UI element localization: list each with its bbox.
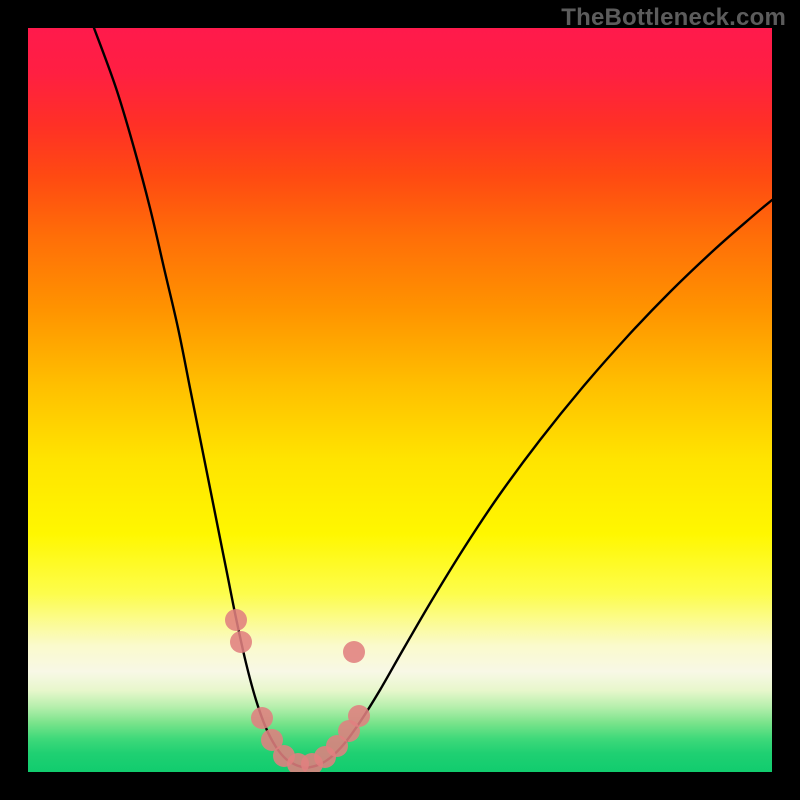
chart-frame: TheBottleneck.com <box>0 0 800 800</box>
data-marker <box>251 707 273 729</box>
data-markers <box>225 609 370 772</box>
bottleneck-curve-left <box>94 28 306 768</box>
data-marker <box>230 631 252 653</box>
data-marker <box>225 609 247 631</box>
curve-layer <box>28 28 772 772</box>
data-marker <box>343 641 365 663</box>
data-marker <box>348 705 370 727</box>
plot-area <box>28 28 772 772</box>
bottleneck-curve-right <box>306 200 772 768</box>
